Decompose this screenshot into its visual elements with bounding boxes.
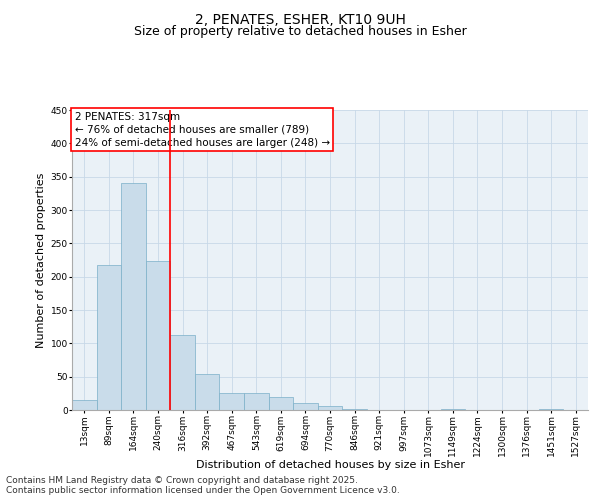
X-axis label: Distribution of detached houses by size in Esher: Distribution of detached houses by size … [196,460,464,470]
Bar [170,334,195,410]
Text: Size of property relative to detached houses in Esher: Size of property relative to detached ho… [134,25,466,38]
Bar [318,406,342,410]
Y-axis label: Number of detached properties: Number of detached properties [37,172,46,348]
Bar [269,398,293,410]
Bar [293,404,318,410]
Text: Contains HM Land Registry data © Crown copyright and database right 2025.
Contai: Contains HM Land Registry data © Crown c… [6,476,400,495]
Bar [244,392,269,410]
Text: 2 PENATES: 317sqm
← 76% of detached houses are smaller (789)
24% of semi-detache: 2 PENATES: 317sqm ← 76% of detached hous… [74,112,330,148]
Bar [195,374,220,410]
Bar [342,408,367,410]
Bar [97,266,121,410]
Bar [220,392,244,410]
Bar [121,184,146,410]
Text: 2, PENATES, ESHER, KT10 9UH: 2, PENATES, ESHER, KT10 9UH [194,12,406,26]
Bar [72,400,97,410]
Bar [146,260,170,410]
